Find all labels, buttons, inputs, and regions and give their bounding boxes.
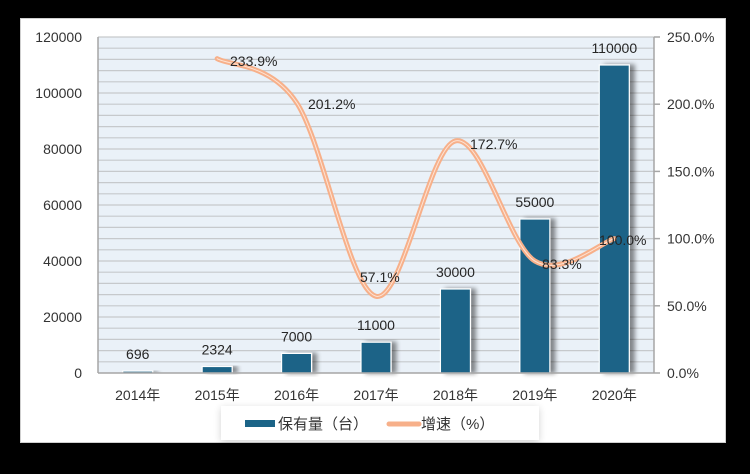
bar-2017年 — [360, 341, 392, 374]
x-axis-tick: 2015年 — [195, 387, 240, 403]
line-value-label: 57.1% — [360, 269, 400, 285]
bar-value-label: 11000 — [357, 317, 395, 333]
bar-series — [122, 64, 630, 374]
bar-value-label: 110000 — [591, 40, 637, 56]
bar-2020年 — [598, 64, 630, 374]
legend-bar-label: 保有量（台） — [278, 416, 368, 433]
line-value-label: 100.0% — [599, 232, 646, 248]
line-value-label: 83.3% — [542, 256, 582, 272]
x-axis-tick: 2014年 — [115, 387, 160, 403]
bar-value-label: 55000 — [515, 194, 554, 210]
bar-value-label: 696 — [126, 346, 150, 362]
bar-value-label: 2324 — [202, 341, 233, 357]
axes: 0 20000 40000 60000 80000 100000 120000 0.0% 50.… — [35, 29, 714, 403]
right-axis-tick: 0.0% — [667, 365, 699, 381]
right-axis-tick: 150.0% — [667, 163, 714, 179]
left-axis-tick: 20000 — [43, 309, 82, 325]
x-axis-tick: 2018年 — [433, 387, 478, 403]
legend: 保有量（台） 增速（%） — [221, 406, 539, 440]
chart-card: 0 20000 40000 60000 80000 100000 120000 0.0% 50.… — [20, 18, 726, 443]
growth-line-highlight — [216, 58, 615, 297]
left-axis-tick: 80000 — [43, 141, 82, 157]
left-axis-tick: 40000 — [43, 253, 82, 269]
legend-bar-swatch — [245, 420, 275, 427]
gridlines — [98, 36, 654, 363]
bar-2019年 — [519, 218, 551, 374]
bar-2016年 — [280, 352, 313, 374]
bar-2015年 — [201, 365, 233, 374]
right-axis-tick: 50.0% — [667, 298, 707, 314]
x-axis-tick: 2017年 — [353, 387, 398, 403]
legend-line-label: 增速（%） — [421, 416, 494, 433]
line-value-label: 201.2% — [308, 96, 355, 112]
right-axis-tick: 100.0% — [667, 231, 714, 247]
x-axis-tick: 2019年 — [512, 387, 557, 403]
x-axis-tick: 2016年 — [274, 387, 319, 403]
bar-2018年 — [439, 288, 472, 374]
bar-value-label: 7000 — [281, 328, 312, 344]
left-axis-tick: 0 — [74, 365, 82, 381]
left-axis-tick: 60000 — [43, 197, 82, 213]
data-labels: 696 2324 7000 11000 30000 55000 110000 233.9% 20… — [126, 40, 646, 362]
chart-canvas: 0 20000 40000 60000 80000 100000 120000 0.0% 50.… — [35, 29, 714, 440]
line-value-label: 172.7% — [470, 136, 517, 152]
bar-value-label: 30000 — [436, 264, 475, 280]
x-axis-tick: 2020年 — [592, 387, 637, 403]
right-axis-tick: 200.0% — [667, 96, 714, 112]
line-value-label: 233.9% — [230, 53, 277, 69]
right-axis-tick: 250.0% — [667, 29, 714, 45]
left-axis-tick: 100000 — [35, 85, 82, 101]
left-axis-tick: 120000 — [35, 29, 82, 45]
line-series — [214, 56, 617, 299]
